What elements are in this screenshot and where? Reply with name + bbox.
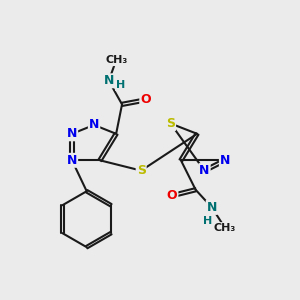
Text: H: H [116, 80, 125, 90]
Text: S: S [166, 117, 175, 130]
Text: N: N [103, 74, 114, 87]
Text: H: H [203, 216, 212, 226]
Text: O: O [140, 93, 151, 106]
Text: N: N [199, 164, 210, 177]
Text: CH₃: CH₃ [105, 55, 127, 65]
Text: N: N [220, 154, 230, 167]
Text: N: N [67, 127, 77, 140]
Text: N: N [207, 201, 217, 214]
Text: N: N [89, 118, 99, 131]
Text: O: O [167, 189, 177, 202]
Text: N: N [67, 154, 77, 167]
Text: S: S [137, 164, 146, 177]
Text: CH₃: CH₃ [214, 223, 236, 233]
